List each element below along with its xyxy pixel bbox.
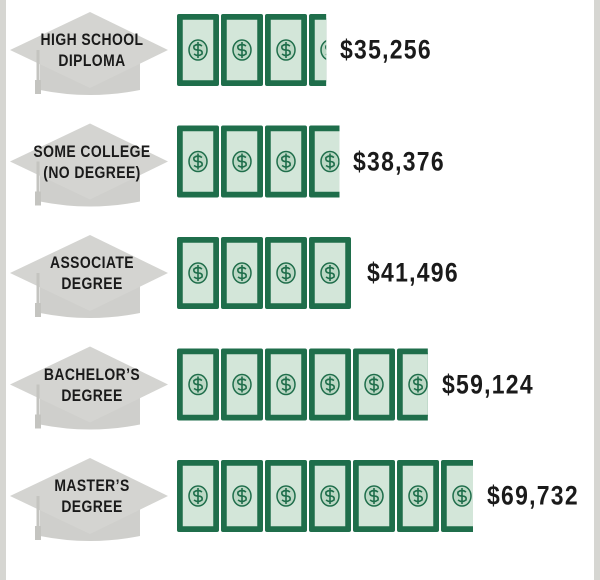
bill-seal <box>320 40 327 60</box>
value-label: $41,496 <box>366 257 459 288</box>
bill-symbol <box>413 376 423 393</box>
bill-symbol <box>237 265 247 281</box>
bill <box>221 348 263 421</box>
bill-symbol <box>237 42 247 58</box>
category-label: SOME COLLEGE (NO DEGREE) <box>33 141 151 182</box>
bill <box>441 460 473 532</box>
tassel <box>35 303 41 317</box>
bill-symbol <box>457 488 467 504</box>
bill-inner <box>313 241 347 305</box>
bill-symbol <box>281 42 291 58</box>
bill-symbol <box>369 488 379 504</box>
bill-symbol <box>325 488 335 504</box>
bill-symbol <box>413 488 423 504</box>
bill <box>309 460 351 532</box>
bill <box>221 125 263 198</box>
cap-board <box>10 123 168 200</box>
bill-symbol <box>193 153 203 170</box>
cap-board <box>10 458 168 534</box>
category-label: ASSOCIATE DEGREE <box>50 253 134 293</box>
bill <box>353 460 395 532</box>
value-label: $69,732 <box>487 480 579 511</box>
bill <box>177 348 219 421</box>
bill-symbol <box>369 376 379 393</box>
bill-inner <box>225 352 259 417</box>
bill <box>353 348 395 421</box>
bar <box>177 14 327 86</box>
bill <box>221 237 263 309</box>
value-label: $35,256 <box>340 34 433 65</box>
bill-symbol <box>325 265 335 281</box>
bill <box>265 460 307 532</box>
category-label: MASTER’S DEGREE <box>54 476 130 516</box>
bill <box>265 14 307 86</box>
bill-symbol <box>193 42 203 58</box>
bill <box>221 460 263 532</box>
category-label: HIGH SCHOOL DIPLOMA <box>40 30 144 70</box>
bill-symbol <box>325 44 327 56</box>
bill-symbol <box>237 376 247 393</box>
bill-symbol <box>237 153 247 170</box>
bill <box>309 125 340 198</box>
bar <box>177 237 351 309</box>
bill <box>309 237 351 309</box>
tassel <box>35 191 41 206</box>
border-left <box>0 0 6 580</box>
bill <box>221 14 263 86</box>
graduation-cap <box>10 123 168 207</box>
bill <box>265 237 307 309</box>
value-label: $38,376 <box>353 146 446 176</box>
bill-symbol <box>325 376 335 393</box>
bill-symbol <box>281 488 291 504</box>
border-right <box>594 0 600 580</box>
bill <box>397 348 428 421</box>
tassel <box>35 80 41 94</box>
category-label: BACHELOR’S DEGREE <box>43 364 141 405</box>
bar <box>177 348 428 421</box>
graduation-cap <box>10 12 168 95</box>
value-label: $59,124 <box>441 369 534 399</box>
bill-symbol <box>325 153 335 170</box>
tassel <box>35 526 41 540</box>
cap-board <box>10 346 168 423</box>
bill <box>265 125 307 198</box>
bill <box>177 14 219 86</box>
bill <box>177 460 219 532</box>
bar <box>177 460 473 532</box>
bill-symbol <box>193 376 203 393</box>
tassel <box>35 414 41 429</box>
bill-inner <box>313 18 327 82</box>
cap-board <box>10 12 168 88</box>
cap-board <box>10 235 168 311</box>
bill <box>265 348 307 421</box>
bill <box>309 14 327 86</box>
bill-symbol <box>281 265 291 281</box>
graduation-cap <box>10 235 168 318</box>
bill-symbol <box>281 153 291 170</box>
bill-symbol <box>237 488 247 504</box>
bill-symbol <box>193 488 203 504</box>
bar <box>177 125 340 198</box>
bill-symbol <box>281 376 291 393</box>
bill <box>177 125 219 198</box>
bill-symbol <box>193 265 203 281</box>
graduation-cap <box>10 458 168 541</box>
bill <box>397 460 439 532</box>
graduation-cap <box>10 346 168 430</box>
bill <box>177 237 219 309</box>
bill <box>309 348 351 421</box>
